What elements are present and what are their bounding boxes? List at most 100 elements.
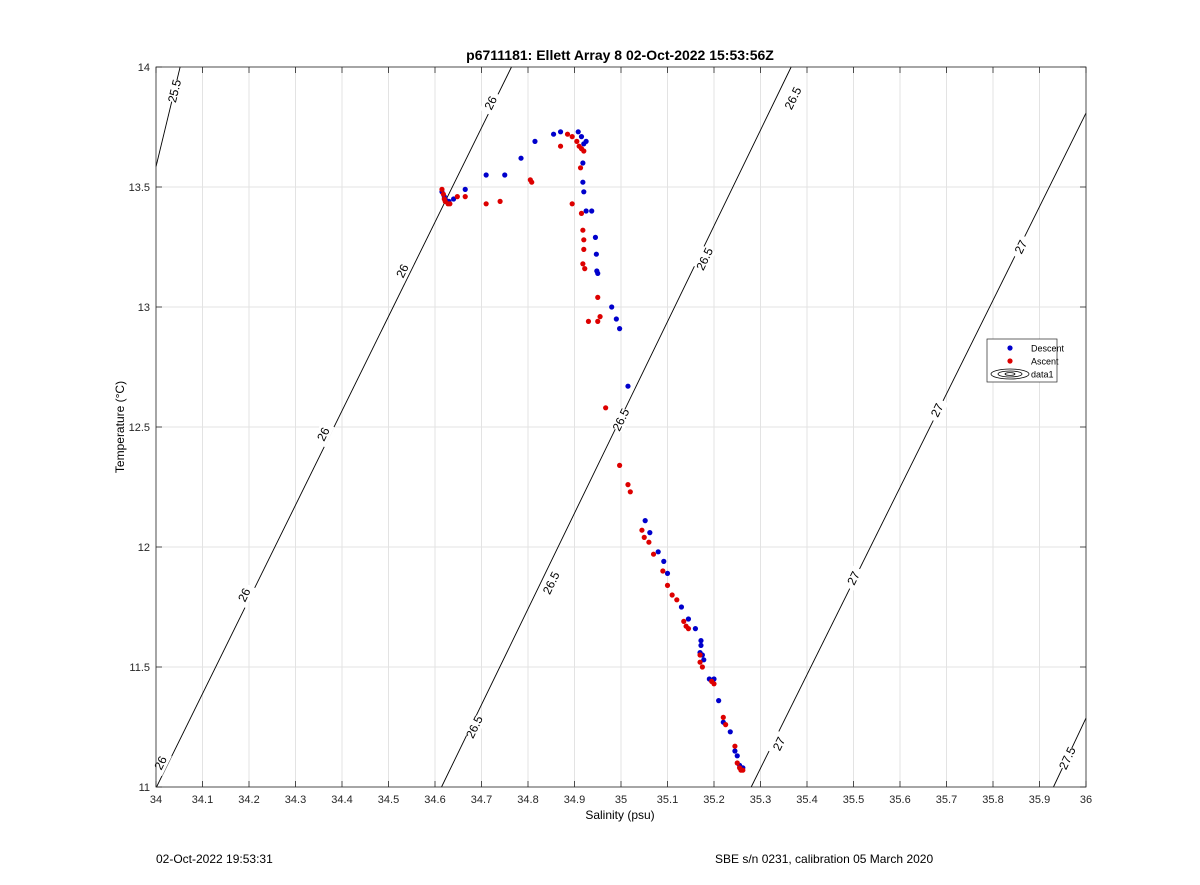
x-tick-label: 35.1 — [657, 794, 678, 806]
ascent-point — [557, 143, 564, 149]
descent-point — [617, 326, 623, 332]
ascent-point — [580, 227, 586, 233]
contour-label-gap — [149, 750, 172, 776]
descent-point — [625, 383, 631, 389]
x-tick-label: 35.8 — [982, 794, 1003, 806]
descent-point — [647, 530, 653, 536]
data-points — [439, 129, 746, 773]
x-tick-label: 34.1 — [192, 794, 213, 806]
ascent-point — [711, 681, 717, 687]
x-tick-label: 35 — [615, 794, 627, 806]
descent-point — [462, 186, 468, 192]
ascent-point — [685, 626, 692, 632]
descent-point — [557, 129, 564, 135]
contour-label-gap — [312, 421, 335, 448]
contour-label: 26 — [482, 94, 501, 112]
descent-point — [581, 141, 587, 147]
contour-label-gap — [926, 397, 949, 424]
ascent-point — [699, 664, 705, 670]
ascent-point — [483, 201, 489, 207]
y-axis-label: Temperature (°C) — [113, 381, 127, 473]
legend: Descent Ascent data1 — [986, 338, 1065, 383]
x-axis-label: Salinity (psu) — [585, 808, 654, 822]
y-tick-label: 11.5 — [129, 662, 150, 674]
legend-contour-ring — [997, 370, 1023, 378]
x-tick-label: 35.2 — [703, 794, 724, 806]
x-tick-label: 36 — [1080, 794, 1092, 806]
descent-point — [502, 172, 508, 178]
descent-point — [595, 270, 601, 276]
x-tick-label: 34 — [150, 794, 162, 806]
ascent-point — [581, 246, 587, 252]
descent-point — [580, 179, 586, 185]
contour-label: 27 — [928, 401, 947, 419]
ascent-point — [447, 201, 453, 207]
axes: 34 34.1 34.2 34.3 34.4 34.5 34.6 34.7 34.8 34.9 35… — [129, 62, 1093, 806]
ascent-point — [462, 194, 468, 200]
ascent-point — [603, 405, 609, 411]
x-tick-label: 34.2 — [238, 794, 259, 806]
ascent-point — [734, 760, 740, 766]
footer-calibration: SBE s/n 0231, calibration 05 March 2020 — [715, 852, 934, 866]
descent-point — [685, 616, 692, 622]
x-tick-label: 34.8 — [517, 794, 538, 806]
descent-point — [451, 196, 457, 202]
ascent-point — [681, 618, 687, 625]
descent-point — [734, 753, 740, 759]
x-tick-label: 34.3 — [285, 794, 306, 806]
chart-title: p6711181: Ellett Array 8 02-Oct-2022 15:… — [466, 47, 774, 63]
ascent-point — [597, 314, 603, 320]
legend-contour-ring — [1004, 372, 1016, 376]
ascent-point — [732, 743, 738, 749]
isopycnal-line-27 — [750, 112, 1087, 788]
contour-label-gap — [842, 565, 865, 592]
x-tick-label: 34.6 — [424, 794, 445, 806]
x-tick-label: 34.7 — [471, 794, 492, 806]
contour-label-gap — [391, 258, 414, 284]
descent-point — [580, 160, 586, 166]
x-tick-label: 35.7 — [936, 794, 957, 806]
ascent-point — [669, 592, 675, 598]
y-tick-label: 14 — [138, 62, 150, 74]
descent-point — [583, 208, 589, 214]
footer-timestamp: 02-Oct-2022 19:53:31 — [156, 852, 273, 866]
descent-point — [698, 638, 704, 644]
ascent-point — [578, 210, 585, 216]
descent-point — [575, 129, 581, 135]
descent-point — [593, 251, 599, 257]
descent-point — [642, 518, 648, 524]
grid-layer — [155, 66, 1087, 788]
ascent-point — [577, 165, 584, 171]
x-tick-label: 34.9 — [564, 794, 585, 806]
contour-label: 27 — [1012, 238, 1031, 256]
contour-label-gap — [767, 730, 791, 757]
ascent-point — [639, 527, 645, 533]
descent-point — [692, 626, 699, 632]
descent-point — [532, 138, 538, 144]
descent-point — [578, 134, 585, 140]
contour-label: 26 — [393, 262, 412, 280]
y-tick-label: 13 — [138, 302, 150, 314]
descent-point — [727, 729, 733, 735]
descent-point — [581, 189, 587, 195]
descent-point — [701, 657, 707, 663]
contour-label: 27 — [770, 734, 789, 752]
ascent-point — [664, 582, 671, 589]
contour-label: 26 — [235, 586, 254, 604]
ascent-point — [582, 266, 588, 272]
ascent-point — [595, 318, 601, 324]
descent-point — [589, 208, 595, 214]
contour-label: 26 — [314, 425, 333, 443]
descent-point — [655, 549, 661, 555]
contour-label-gap — [479, 90, 502, 116]
descent-point — [716, 698, 722, 704]
y-tick-label: 11 — [139, 782, 150, 794]
ascent-point — [697, 659, 703, 665]
ascent-point — [641, 534, 647, 541]
ascent-point — [529, 179, 535, 185]
legend-contour-ring — [990, 368, 1030, 380]
contour-label-gap — [693, 246, 716, 272]
legend-label-ascent: Ascent — [1031, 357, 1059, 367]
